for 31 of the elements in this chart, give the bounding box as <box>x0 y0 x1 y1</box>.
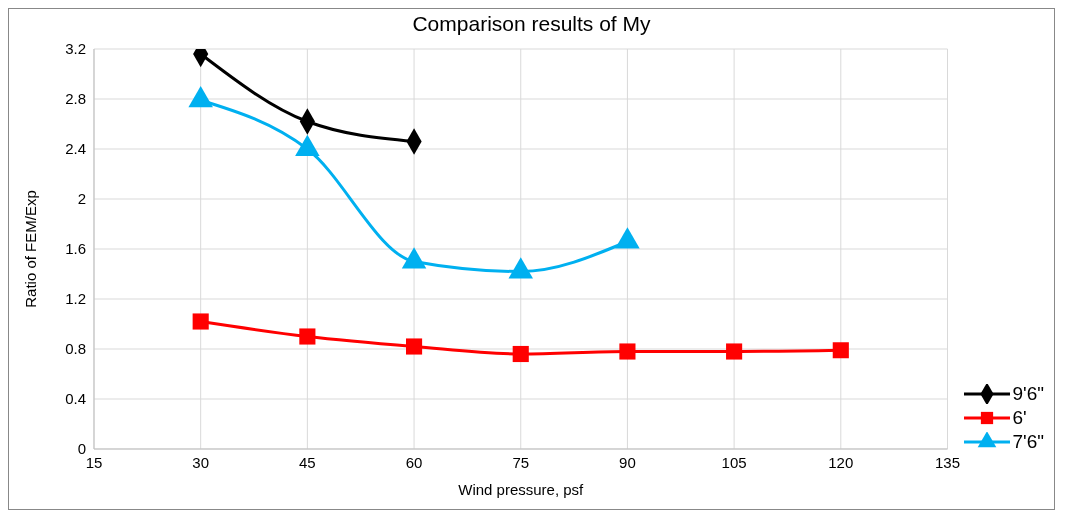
x-tick-label: 135 <box>934 453 960 471</box>
point <box>619 343 636 360</box>
chart-title: Comparison results of My <box>411 11 652 37</box>
point <box>512 345 529 363</box>
x-tick-label: 15 <box>85 453 103 471</box>
y-tick-label: 2.4 <box>65 140 86 158</box>
point <box>405 338 423 355</box>
legend-label: 7'6" <box>1012 431 1044 453</box>
y-axis-title: Ratio of FEM/Exp <box>22 190 40 308</box>
y-tick-label: 0 <box>77 440 86 458</box>
x-axis-title: Wind pressure, psf <box>458 481 585 498</box>
y-tick-label: 1.6 <box>65 240 86 258</box>
legend-label: 6' <box>1012 407 1027 429</box>
x-tick-label: 90 <box>619 453 636 471</box>
x-tick-label: 30 <box>192 453 210 471</box>
point <box>726 343 743 360</box>
y-tick-label: 1.2 <box>65 290 86 308</box>
point <box>192 313 209 330</box>
y-tick-label: 2.8 <box>65 90 86 108</box>
y-tick-label: 0.4 <box>65 390 86 408</box>
point <box>832 342 849 359</box>
y-tick-label: 2 <box>77 190 86 208</box>
legend-label: 9'6" <box>1012 383 1044 405</box>
x-tick-label: 120 <box>828 453 854 471</box>
y-tick-label: 0.8 <box>65 340 86 358</box>
y-tick-label: 3.2 <box>65 40 86 58</box>
point <box>299 328 316 345</box>
x-tick-label: 45 <box>299 453 316 471</box>
x-tick-label: 105 <box>721 453 747 471</box>
x-tick-label: 75 <box>512 453 530 471</box>
x-tick-label: 60 <box>405 453 423 471</box>
